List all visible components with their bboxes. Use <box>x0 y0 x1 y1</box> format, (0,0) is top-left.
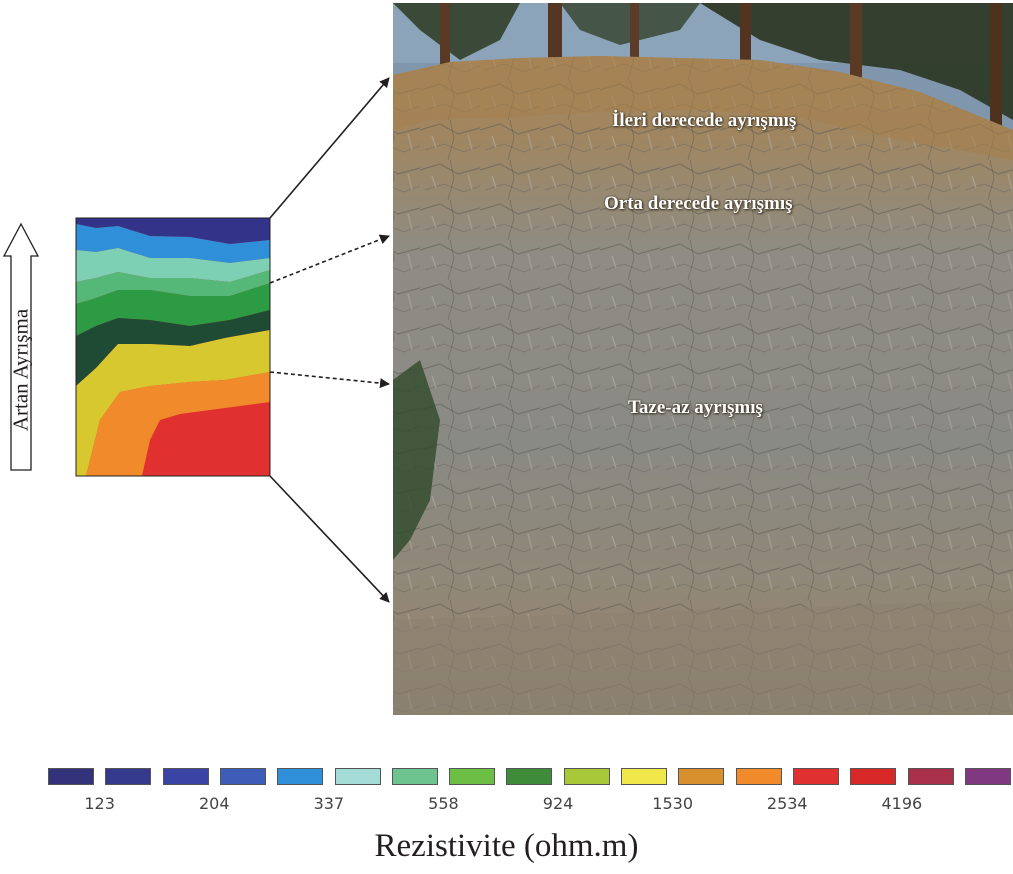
legend-swatch <box>907 768 954 785</box>
legend-swatch <box>621 768 667 785</box>
legend-tick-label: 4196 <box>881 794 923 813</box>
top-connector-arrow <box>269 77 390 219</box>
moderately-weathered-label: Orta derecede ayrışmış <box>604 193 793 214</box>
legend-tick-label: 924 <box>542 794 574 813</box>
legend-swatch <box>506 768 553 785</box>
legend-swatch <box>162 768 209 785</box>
legend-swatch <box>48 768 94 785</box>
lower-dashed-arrow <box>269 371 390 389</box>
fresh-weathered-label: Taze-az ayrışmış <box>628 397 763 418</box>
highly-weathered-label: İleri derecede ayrışmış <box>612 110 797 131</box>
legend-tick-label: 123 <box>84 794 115 813</box>
legend-tick-label: 337 <box>313 794 345 813</box>
bottom-connector-arrow <box>269 475 390 603</box>
resistivity-section <box>75 217 271 477</box>
legend-swatch <box>449 768 496 785</box>
legend-tick-label: 2534 <box>766 794 808 813</box>
legend-swatch <box>964 768 1011 785</box>
legend-swatch <box>735 768 782 785</box>
legend-swatch <box>391 768 438 785</box>
legend-title: Rezistivite (ohm.m) <box>374 828 639 864</box>
legend-tick-label: 1530 <box>652 794 693 813</box>
legend-swatch <box>850 768 897 785</box>
outcrop-photo <box>393 3 1013 715</box>
upper-dashed-arrow <box>269 234 390 284</box>
weathering-arrow <box>2 222 40 471</box>
legend-swatch <box>563 768 610 785</box>
legend-swatch <box>277 768 324 785</box>
legend-swatch <box>334 768 381 785</box>
connector-arrows <box>269 77 390 603</box>
legend-swatch <box>792 768 839 785</box>
legend-tick-label: 558 <box>428 794 459 813</box>
legend-tick-label: 204 <box>198 794 230 813</box>
legend-swatch <box>105 768 152 785</box>
legend-swatch <box>219 768 266 785</box>
legend-swatch <box>678 768 725 785</box>
